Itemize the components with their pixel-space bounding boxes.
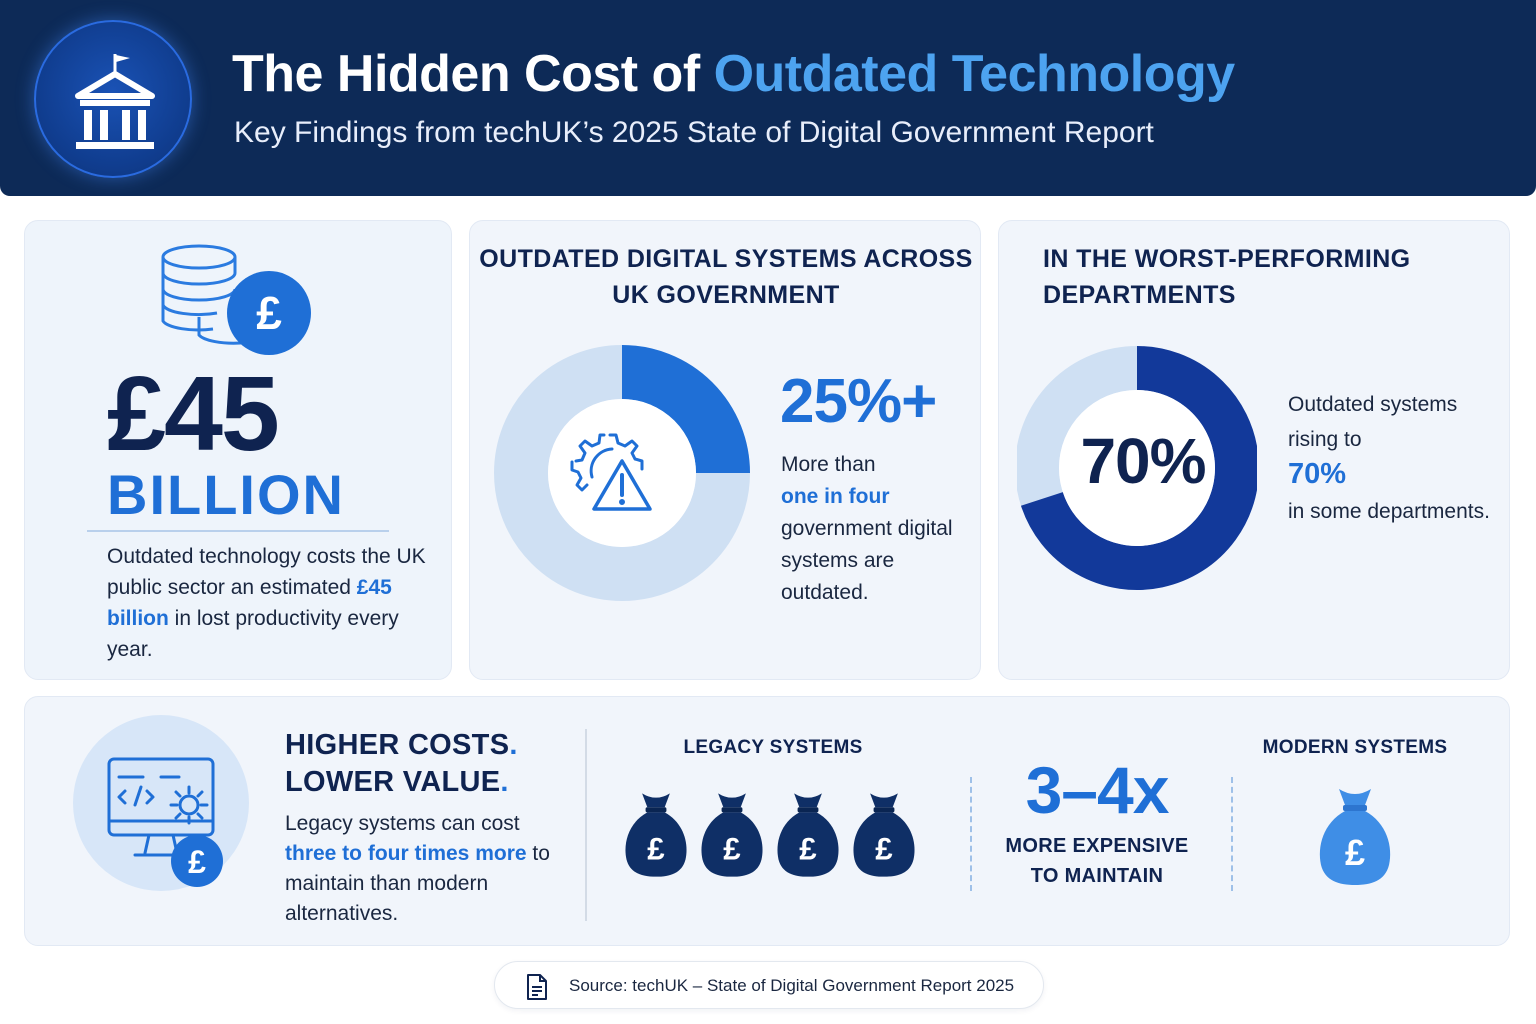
title-line-1: HIGHER COSTS — [285, 729, 510, 761]
cost-desc-highlight: £45 billion — [107, 576, 392, 630]
donut-center — [1059, 390, 1215, 546]
cost-card: £ £45 BILLION Outdated technology costs … — [24, 220, 452, 680]
source-citation: Source: techUK – State of Digital Govern… — [494, 961, 1044, 1009]
worst-description: Outdated systems rising to 70% in some dep… — [1288, 387, 1498, 529]
page-title: The Hidden Cost of Outdated Technology — [232, 44, 1235, 104]
title-accent: Outdated Technology — [713, 45, 1236, 103]
computer-code-pound-icon: £ — [107, 757, 223, 887]
maintenance-cost-card: £ HIGHER COSTS. LOWER VALUE. Legacy syste… — [24, 696, 1510, 946]
systems-description: More than one in four government digital… — [781, 449, 971, 609]
money-bag-icon: £ — [701, 793, 763, 877]
systems-percent: 25%+ — [780, 367, 937, 436]
page-subtitle: Key Findings from techUK’s 2025 State of… — [234, 116, 1154, 149]
outdated-systems-card: OUTDATED DIGITAL SYSTEMS ACROSS UK GOVER… — [469, 220, 981, 680]
maintenance-title: HIGHER COSTS. LOWER VALUE. — [285, 727, 518, 801]
dashed-divider — [1231, 777, 1233, 891]
systems-donut-chart — [494, 345, 750, 601]
money-bag-icon: £ — [853, 793, 915, 877]
maint-desc-text: Legacy systems can cost — [285, 812, 520, 835]
legacy-money-bags: £ £ £ £ — [623, 785, 923, 889]
cost-amount: £45 — [107, 355, 280, 473]
title-line-2: LOWER VALUE — [285, 766, 501, 798]
systems-desc-text: More than — [781, 453, 876, 476]
donut-segment-outdated — [1020, 346, 1257, 590]
cost-multiplier: 3–4x — [1025, 753, 1170, 827]
worst-desc-text: Outdated systems rising to — [1288, 393, 1458, 451]
cost-desc-text: Outdated technology costs the UK public … — [107, 545, 426, 599]
title-main: The Hidden Cost of — [232, 45, 714, 103]
bag-symbol: £ — [647, 831, 665, 866]
systems-desc-text-end: government digital systems are outdated. — [781, 517, 953, 604]
bag-symbol: £ — [1345, 832, 1365, 873]
cost-description: Outdated technology costs the UK public … — [107, 541, 437, 665]
computer-badge: £ — [73, 715, 249, 891]
title-dot: . — [509, 729, 518, 761]
maint-desc-highlight: three to four times more — [285, 842, 527, 865]
cost-desc-text-end: in lost productivity every year. — [107, 607, 399, 661]
svg-text:£: £ — [188, 844, 206, 880]
header-banner: The Hidden Cost of Outdated Technology K… — [0, 0, 1536, 196]
coins-pound-icon: £ — [161, 244, 311, 355]
worst-donut-label: 70% — [1080, 425, 1206, 497]
maintenance-description: Legacy systems can cost three to four ti… — [285, 809, 575, 929]
svg-text:£: £ — [256, 287, 282, 339]
legacy-systems-label: LEGACY SYSTEMS — [683, 737, 863, 758]
document-icon — [527, 974, 547, 1000]
gear-warning-icon — [570, 433, 652, 511]
cost-multiplier-caption: MORE EXPENSIVE TO MAINTAIN — [1005, 835, 1189, 887]
section-divider — [585, 729, 587, 921]
maint-desc-text-end: to maintain than modern alternatives. — [285, 842, 550, 925]
money-bag-icon: £ — [1319, 789, 1391, 885]
bag-symbol: £ — [723, 831, 741, 866]
logo-badge — [34, 20, 192, 178]
divider — [87, 530, 389, 532]
money-bag-icon: £ — [777, 793, 839, 877]
bag-symbol: £ — [875, 831, 893, 866]
worst-desc-highlight: 70% — [1288, 458, 1347, 490]
bag-symbol: £ — [799, 831, 817, 866]
systems-desc-highlight: one in four — [781, 485, 890, 508]
systems-card-title: OUTDATED DIGITAL SYSTEMS ACROSS UK GOVER… — [479, 245, 973, 309]
cost-unit: BILLION — [107, 463, 345, 526]
source-text: Source: techUK – State of Digital Govern… — [569, 976, 1015, 995]
money-bag-icon: £ — [625, 793, 687, 877]
modern-systems-label: MODERN SYSTEMS — [1262, 737, 1448, 758]
government-building-icon — [75, 54, 155, 149]
title-dot: . — [500, 766, 509, 798]
donut-segment-outdated — [621, 345, 750, 474]
dashed-divider — [970, 777, 972, 891]
worst-card-title: IN THE WORST-PERFORMING DEPARTMENTS — [1043, 245, 1411, 309]
worst-donut-chart — [1017, 346, 1257, 590]
worst-desc-text-end: in some departments. — [1288, 500, 1490, 523]
worst-departments-card: IN THE WORST-PERFORMING DEPARTMENTS 70% … — [998, 220, 1510, 680]
